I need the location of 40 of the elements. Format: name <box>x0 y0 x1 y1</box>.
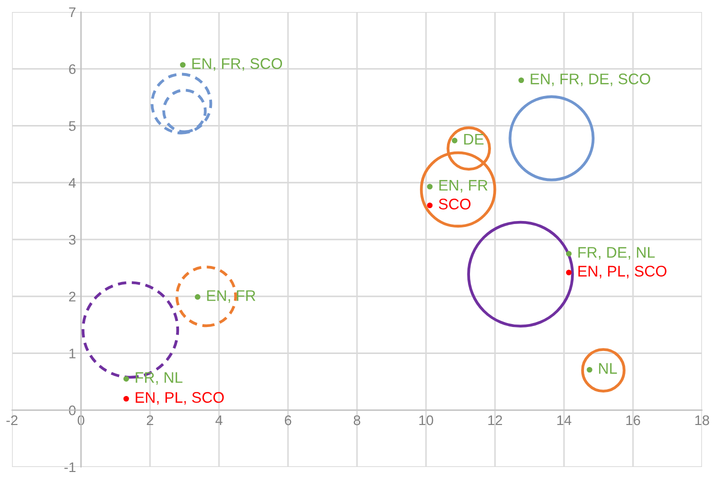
x-tick-label: 8 <box>354 415 360 426</box>
y-tick-label: 6 <box>69 64 76 74</box>
y-tick-label: 2 <box>69 292 76 302</box>
data-label: DE <box>464 134 484 144</box>
point <box>566 270 572 276</box>
point <box>566 250 572 256</box>
data-label: EN, PL, SCO <box>136 392 224 405</box>
data-label: FR, DE, NL <box>578 247 655 260</box>
y-tick-label: 4 <box>68 178 76 188</box>
point <box>123 396 129 402</box>
y-tick-label: 5 <box>68 121 76 131</box>
data-label: EN, PL, SCO <box>578 266 666 278</box>
data-label: NL <box>599 363 617 374</box>
data-label: SCO <box>438 198 471 210</box>
point <box>123 376 129 382</box>
x-tick-label: 18 <box>695 415 710 426</box>
y-tick-label: 3 <box>68 234 76 245</box>
y-tick-label: 1 <box>69 348 76 358</box>
data-label: FR, NL <box>136 372 182 385</box>
data-label: EN, FR <box>439 180 488 193</box>
y-tick-label: -1 <box>64 462 76 472</box>
data-label: EN, FR, SCO <box>192 58 282 71</box>
y-tick-label: 7 <box>69 7 76 18</box>
point <box>452 138 458 144</box>
point <box>427 202 433 208</box>
point <box>180 62 186 68</box>
x-tick-label: 16 <box>626 415 640 426</box>
x-tick-label: 14 <box>557 415 572 426</box>
data-label: EN, FR, DE, SCO <box>530 74 650 86</box>
x-tick-label: 2 <box>146 415 154 426</box>
x-tick-label: 10 <box>419 415 434 426</box>
y-tick-label: 0 <box>68 405 76 416</box>
point <box>518 77 524 84</box>
x-tick-label: 4 <box>215 415 222 426</box>
x-tick-label: 12 <box>488 415 502 426</box>
x-tick-label: -2 <box>6 415 18 426</box>
x-tick-label: 6 <box>284 415 292 426</box>
point <box>427 184 433 190</box>
point <box>194 294 200 300</box>
point <box>586 366 592 373</box>
